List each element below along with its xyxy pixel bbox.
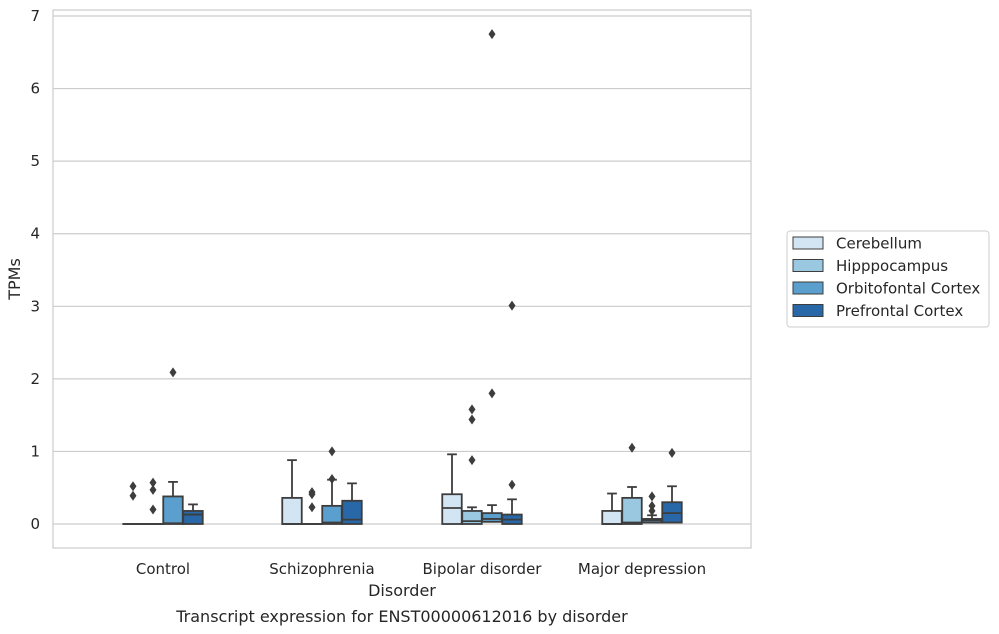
box-orbitofontal-cortex xyxy=(481,29,503,523)
outlier-point xyxy=(328,446,336,457)
box-cerebellum xyxy=(122,481,144,525)
box-hipppocampus xyxy=(301,487,323,525)
y-tick-label: 6 xyxy=(30,80,40,98)
box-body xyxy=(341,499,363,525)
y-tick-label: 4 xyxy=(30,225,40,243)
x-tick-label: Schizophrenia xyxy=(269,560,374,578)
box-cerebellum xyxy=(281,459,303,525)
plot-background xyxy=(53,10,751,548)
y-axis-title: TPMs xyxy=(5,258,24,301)
plot-frame xyxy=(52,9,752,549)
box-cerebellum xyxy=(441,453,463,525)
outlier-point xyxy=(169,367,177,378)
outlier-point xyxy=(328,474,336,485)
legend-label: Cerebellum xyxy=(836,235,922,253)
outlier-point xyxy=(149,477,157,488)
y-axis-ticks: 0 1 2 3 4 5 6 7 xyxy=(30,7,40,533)
legend-label: Hipppocampus xyxy=(836,257,948,275)
outlier-point xyxy=(468,414,476,425)
box-body xyxy=(441,493,463,525)
outlier-point xyxy=(149,484,157,495)
y-tick-label: 7 xyxy=(30,7,40,25)
box-prefrontal-cortex xyxy=(341,482,363,525)
outlier-point xyxy=(508,479,516,490)
box-orbitofontal-cortex xyxy=(162,367,184,525)
box-prefrontal-cortex xyxy=(182,503,204,525)
box-hipppocampus xyxy=(621,442,643,525)
y-tick-label: 1 xyxy=(30,442,40,460)
outlier-point xyxy=(488,29,496,40)
legend-swatch xyxy=(792,236,824,250)
legend: Cerebellum Hipppocampus Orbitofontal Corte… xyxy=(786,230,990,328)
chart-caption: Transcript expression for ENST0000061201… xyxy=(175,607,628,626)
legend-swatch xyxy=(792,281,824,295)
box-series xyxy=(122,29,683,525)
box-hipppocampus xyxy=(142,477,164,525)
box-body xyxy=(321,504,343,525)
legend-swatch xyxy=(792,259,824,272)
box-body xyxy=(621,496,643,525)
x-axis-ticks: Control Schizophrenia Bipolar disorder Majo… xyxy=(136,560,706,578)
legend-label: Prefrontal Cortex xyxy=(836,302,963,320)
x-axis-title: Disorder xyxy=(368,581,436,600)
box-body xyxy=(461,510,483,525)
outlier-point xyxy=(129,481,137,492)
box-prefrontal-cortex xyxy=(661,447,683,524)
y-tick-label: 0 xyxy=(30,515,40,533)
x-tick-label: Control xyxy=(136,560,190,578)
x-tick-label: Major depression xyxy=(578,560,706,578)
outlier-point xyxy=(648,500,656,511)
legend-label: Orbitofontal Cortex xyxy=(836,280,980,298)
gridlines xyxy=(53,15,751,525)
y-tick-label: 5 xyxy=(30,152,40,170)
outlier-point xyxy=(468,404,476,415)
box-body xyxy=(162,495,184,525)
outlier-point xyxy=(308,502,316,513)
y-tick-label: 2 xyxy=(30,370,40,388)
legend-frame xyxy=(786,230,990,328)
outlier-point xyxy=(308,487,316,498)
legend-swatch xyxy=(792,304,824,317)
box-body xyxy=(601,510,623,525)
outlier-point xyxy=(648,491,656,502)
box-body xyxy=(281,496,303,525)
box-hipppocampus xyxy=(461,404,483,525)
x-tick-label: Bipolar disorder xyxy=(423,560,543,578)
outlier-point xyxy=(468,455,476,466)
box-orbitofontal-cortex xyxy=(641,491,663,524)
outlier-point xyxy=(668,447,676,458)
outlier-point xyxy=(628,442,636,453)
outlier-point xyxy=(508,300,516,311)
box-prefrontal-cortex xyxy=(501,300,523,525)
box-body xyxy=(481,512,503,523)
outlier-point xyxy=(648,505,656,516)
outlier-point xyxy=(488,388,496,399)
outlier-point xyxy=(149,504,157,515)
outlier-point xyxy=(129,490,137,501)
y-tick-label: 3 xyxy=(30,297,40,315)
box-body xyxy=(182,510,204,525)
